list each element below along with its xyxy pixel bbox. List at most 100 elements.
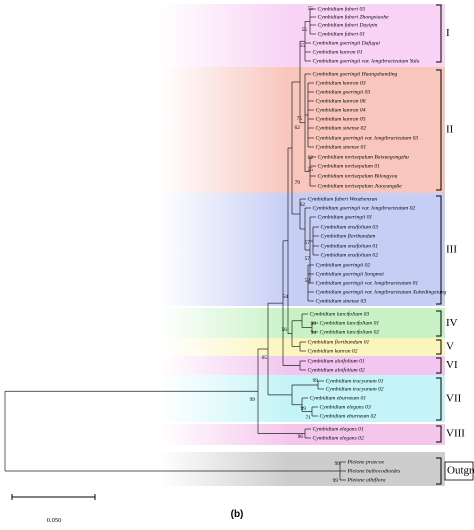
bootstrap-value: 79	[295, 180, 301, 186]
clade-label: I	[446, 27, 450, 39]
taxon-label: Cymbidium elegans 02	[313, 435, 364, 441]
bootstrap-value: 96	[298, 434, 304, 440]
caption: (b)	[231, 509, 244, 520]
clade-bracket	[436, 69, 442, 191]
clade-label: V	[446, 341, 454, 353]
bootstrap-value: 99	[250, 397, 256, 403]
taxon-label: Cymbidium faberi 01	[318, 30, 366, 37]
taxon-label: Cymbidium goeringii var. longibracteatum…	[316, 135, 419, 141]
taxon-label: Cymbidium tortisepalum Baixuegongzhu	[318, 154, 410, 160]
taxon-label: Cymbidium ensifolium 03	[321, 223, 379, 230]
taxon-label: Cymbidium goeringii 03	[316, 89, 371, 95]
clade-bracket	[436, 4, 442, 63]
bootstrap-value: 75	[297, 116, 303, 122]
taxon-label: Cymbidium eburneum 02	[320, 413, 377, 419]
clade-bracket	[436, 195, 442, 305]
bootstrap-value: 55	[300, 43, 306, 49]
taxon-label: Cymbidium elegans 01	[313, 426, 364, 432]
taxon-label: Cymbidium ensifolium 02	[321, 251, 379, 258]
clade-band	[160, 193, 445, 306]
clade-label: IV	[446, 317, 458, 329]
taxon-label: Cymbidium kanran 02	[308, 348, 358, 354]
bootstrap-value: 55	[308, 167, 314, 173]
bootstrap-value: 56	[282, 327, 288, 333]
clade-label: VIII	[446, 428, 465, 440]
bootstrap-value: 57	[305, 240, 311, 246]
clade-bracket	[436, 457, 442, 485]
taxon-label: Cymbidium kanran 04	[316, 107, 366, 113]
taxon-label: Cymbidium sinense 02	[316, 125, 367, 131]
bootstrap-value: 62	[295, 125, 301, 131]
taxon-label: Cymbidium faberi Zhongxiaohe	[318, 13, 390, 20]
clade-label: VI	[446, 359, 458, 371]
taxon-label: Cymbidium kanran 01	[313, 49, 363, 55]
bootstrap-value: 99	[313, 378, 319, 384]
bootstrap-value: 55	[308, 6, 314, 12]
bootstrap-value: 54	[283, 294, 289, 300]
clade-bracket	[436, 310, 442, 337]
clade-bracket	[436, 425, 442, 443]
clade-band	[160, 424, 445, 445]
taxon-label: Cymbidium goeringii var. longibracteatum…	[313, 58, 420, 64]
bootstrap-value: 71	[306, 415, 312, 421]
taxon-label: Cymbidium lancifolium 01	[320, 319, 380, 326]
taxon-label: Pleione albiflora	[347, 476, 386, 483]
taxon-label: Cymbidium goeringii 01	[318, 214, 373, 220]
clade-bracket	[436, 357, 442, 374]
taxon-label: Pleione bulbocodioides	[347, 468, 401, 474]
bootstrap-value: 52	[305, 278, 311, 284]
taxon-label: Cymbidium ensifolium 01	[321, 242, 379, 249]
taxon-label: Cymbidium aloifolium 02	[308, 366, 365, 373]
bootstrap-value: 65	[262, 355, 268, 361]
clade-bands: IIIIIIIVVVIVIIVIIIOutgroup	[160, 4, 474, 486]
taxon-label: Cymbidium goeringii var. longibracteatum…	[316, 280, 419, 286]
clade-band	[160, 356, 445, 375]
taxon-label: Cymbidium eburneum 01	[310, 395, 367, 401]
clade-label: III	[446, 244, 457, 256]
taxon-label: Pleione praecox	[347, 459, 385, 465]
taxon-label: Cymbidium tortisepalum 01	[318, 163, 381, 169]
taxon-label: Cymbidium tracyanum 02	[326, 386, 384, 392]
clade-band	[160, 452, 445, 486]
bootstrap-value: 99	[335, 461, 341, 467]
scale-label: 0.050	[47, 517, 62, 524]
bootstrap-value: 62	[300, 202, 306, 208]
taxon-label: Cymbidium kanran 05	[316, 116, 366, 122]
taxon-label: Cymbidium lancifolium 03	[310, 310, 370, 317]
taxon-label: Cymbidium faberi Wenzhenxun	[308, 195, 378, 202]
clade-band	[160, 308, 445, 338]
clade-band	[160, 338, 445, 356]
taxon-label: Cymbidium goeringii 02	[316, 262, 371, 268]
bootstrap-value: 94	[311, 330, 317, 336]
taxon-label: Cymbidium goeringii var. longibracteatum…	[313, 205, 416, 211]
clade-label: Outgroup	[447, 465, 474, 477]
clade-band	[160, 4, 445, 67]
taxon-label: Cymbidium goeringii Dafugui	[313, 39, 381, 46]
clade-band	[160, 375, 445, 422]
bootstrap-value: 55	[302, 27, 308, 33]
clade-label: II	[446, 124, 454, 136]
bootstrap-value: 99	[311, 321, 317, 327]
taxon-label: Cymbidium kanran 06	[316, 98, 366, 104]
taxon-label: Cymbidium faberi 03	[318, 5, 366, 12]
taxon-label: Cymbidium faberi Dayipin	[318, 21, 378, 28]
taxon-label: Cymbidium tracyanum 01	[326, 378, 384, 384]
taxon-label: Cymbidium sinense 01	[316, 144, 367, 150]
taxon-label: Cymbidium sinense 03	[316, 298, 367, 304]
taxon-label: Cymbidium goeringii var. longibracteatum…	[316, 289, 447, 295]
clade-label: VII	[446, 393, 462, 405]
taxon-label: Cymbidium kanran 03	[316, 80, 366, 86]
taxon-label: Cymbidium floribundum	[321, 232, 376, 239]
clade-bracket	[436, 377, 442, 421]
taxon-label: Cymbidium goeringii Songmei	[316, 271, 385, 277]
taxon-label: Cymbidium elegans 03	[320, 404, 371, 410]
bootstrap-value: 57	[305, 256, 311, 262]
taxon-label: Cymbidium lancifolium 02	[320, 328, 380, 335]
outgroup-box	[444, 461, 474, 481]
taxon-label: Cymbidium tortisepalum Bilongyou	[318, 173, 398, 179]
bootstrap-value: 99	[301, 406, 307, 412]
bootstrap-value: 62	[308, 155, 314, 161]
taxon-label: Cymbidium floribundum 01	[308, 338, 370, 345]
